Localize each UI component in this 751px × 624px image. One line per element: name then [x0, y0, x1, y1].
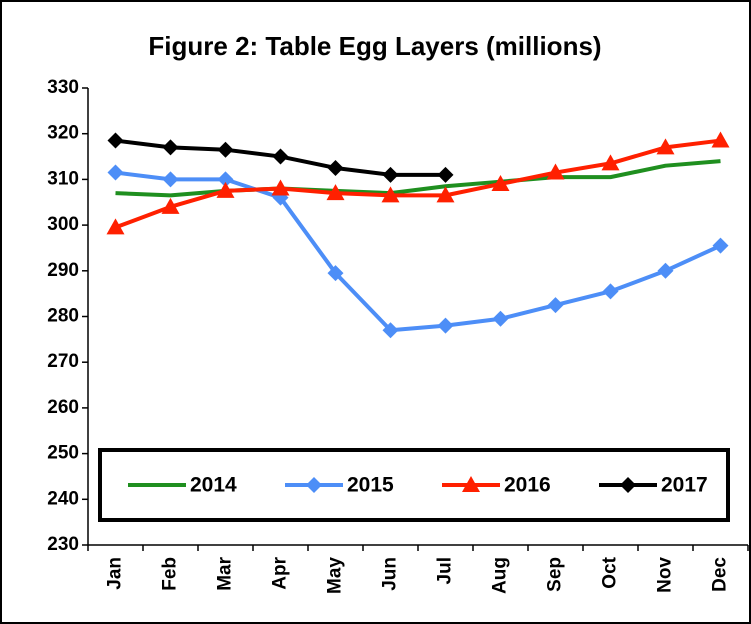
marker	[217, 171, 234, 188]
marker	[657, 262, 674, 279]
marker	[327, 265, 344, 282]
y-tick-label: 290	[47, 260, 79, 281]
y-tick-label: 240	[47, 488, 79, 509]
x-tick-label: Mar	[215, 556, 236, 590]
marker	[491, 174, 510, 191]
x-tick-label: Jan	[105, 557, 126, 590]
y-tick-label: 270	[47, 351, 79, 372]
marker	[382, 322, 399, 339]
marker	[436, 186, 455, 203]
marker	[547, 297, 564, 314]
x-tick-label: Nov	[655, 557, 676, 593]
y-tick-label: 250	[47, 443, 79, 464]
marker	[620, 477, 636, 493]
marker	[711, 131, 730, 148]
x-tick-label: Oct	[600, 556, 621, 588]
chart-title: Figure 2: Table Egg Layers (millions)	[148, 31, 601, 61]
marker	[382, 166, 399, 183]
marker	[437, 166, 454, 183]
marker	[161, 197, 180, 214]
marker	[656, 138, 675, 155]
marker	[381, 186, 400, 203]
y-tick-label: 310	[47, 168, 79, 189]
legend-label: 2014	[190, 474, 237, 497]
y-tick-label: 230	[47, 534, 79, 555]
legend-label: 2017	[661, 474, 708, 497]
marker	[216, 181, 235, 198]
marker	[601, 154, 620, 171]
series-line	[115, 170, 722, 333]
marker	[327, 159, 344, 176]
marker	[217, 141, 234, 158]
marker	[106, 218, 125, 235]
x-tick-label: May	[325, 557, 346, 594]
series-line	[114, 138, 721, 230]
x-tick-label: Apr	[270, 556, 291, 589]
marker	[272, 148, 289, 165]
y-tick-label: 300	[47, 214, 79, 235]
legend-label: 2015	[347, 474, 394, 497]
marker	[437, 317, 454, 334]
marker	[546, 163, 565, 180]
x-tick-label: Jul	[435, 557, 456, 584]
x-tick-label: Sep	[545, 557, 566, 592]
x-tick-label: Aug	[490, 557, 511, 594]
marker	[306, 477, 322, 493]
marker	[712, 237, 729, 254]
marker	[326, 184, 345, 201]
x-tick-label: Feb	[160, 557, 181, 591]
marker	[462, 476, 480, 492]
y-tick-label: 320	[47, 123, 79, 144]
marker	[107, 164, 124, 181]
x-tick-label: Jun	[380, 557, 401, 591]
marker	[271, 179, 290, 196]
y-tick-label: 260	[47, 397, 79, 418]
y-tick-label: 280	[47, 306, 79, 327]
marker	[602, 283, 619, 300]
marker	[492, 310, 509, 327]
marker	[107, 132, 124, 149]
marker	[162, 171, 179, 188]
x-tick-label: Dec	[710, 557, 731, 592]
legend-label: 2016	[504, 474, 551, 497]
y-tick-label: 330	[47, 77, 79, 98]
marker	[162, 139, 179, 156]
